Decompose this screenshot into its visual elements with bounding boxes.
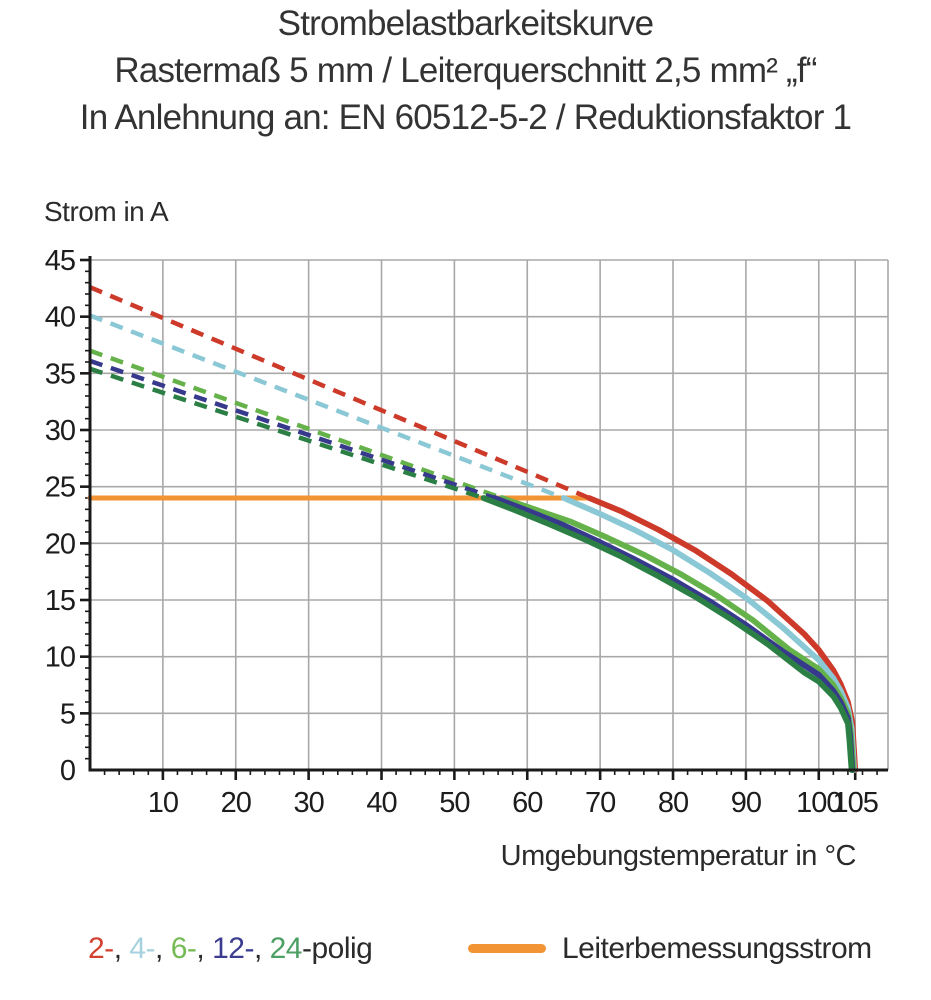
x-tick-label: 80 (658, 787, 688, 819)
chart-title: Strombelastbarkeitskurve Rastermaß 5 mm … (0, 0, 931, 141)
y-axis-title: Strom in A (44, 196, 169, 227)
chart-title-line3: In Anlehnung an: EN 60512-5-2 / Reduktio… (79, 98, 852, 137)
x-tick-label: 30 (293, 787, 323, 819)
solid-curve-2-polig (586, 495, 859, 773)
x-tick-label: 105 (833, 787, 878, 819)
y-tick-label: 5 (60, 698, 75, 730)
dashed-curve-2-polig (89, 285, 591, 501)
dashed-curve-12-polig (89, 358, 496, 501)
y-tick-label: 35 (45, 358, 75, 390)
y-tick-label: 10 (45, 642, 75, 674)
dashed-curve-4-polig (89, 313, 565, 501)
dashed-curve-6-polig (89, 348, 503, 501)
y-tick-label: 30 (45, 415, 75, 447)
x-tick-label: 90 (731, 787, 761, 819)
x-tick-label: 50 (439, 787, 469, 819)
y-tick-label: 40 (45, 302, 75, 334)
x-tick-label: 20 (221, 787, 251, 819)
y-tick-label: 0 (60, 755, 75, 787)
dashed-curves (89, 285, 591, 501)
axis-ticks (80, 258, 878, 780)
gridlines (90, 259, 889, 770)
y-tick-label: 20 (45, 528, 75, 560)
x-tick-label: 10 (148, 787, 178, 819)
x-tick-label: 70 (585, 787, 615, 819)
axes (88, 256, 888, 772)
x-axis-title: Umgebungstemperatur in °C (500, 840, 857, 872)
chart-title-line1: Strombelastbarkeitskurve (277, 4, 654, 43)
y-tick-label: 45 (45, 245, 75, 277)
solid-curve-24-polig (480, 495, 855, 773)
x-tick-label: 100 (796, 787, 841, 819)
x-tick-label: 60 (512, 787, 542, 819)
y-tick-label: 15 (45, 585, 75, 617)
x-tick-label: 40 (366, 787, 396, 819)
y-tick-label: 25 (45, 472, 75, 504)
solid-curves (480, 495, 859, 773)
chart-title-line2: Rastermaß 5 mm / Leiterquerschnitt 2,5 m… (114, 51, 817, 90)
dashed-curve-24-polig (89, 366, 485, 501)
